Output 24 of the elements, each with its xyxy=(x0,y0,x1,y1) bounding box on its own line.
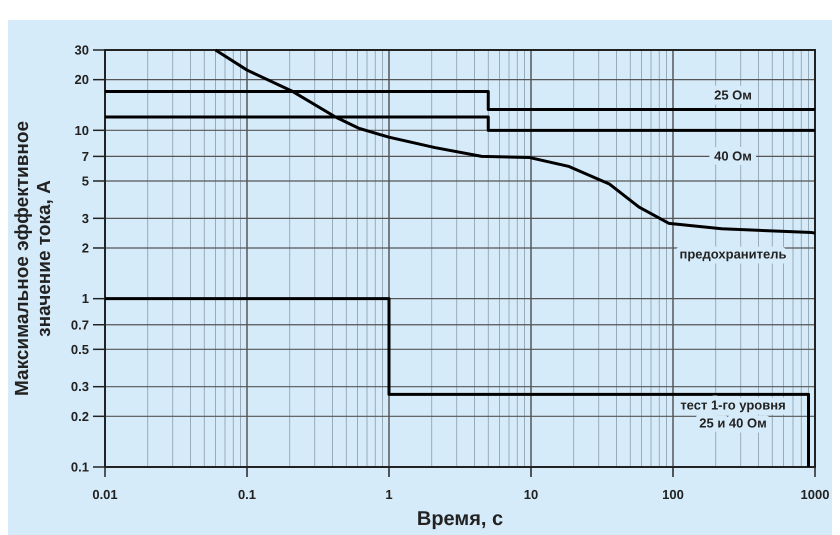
series-label: предохранитель xyxy=(680,246,786,262)
y-tick-label: 2 xyxy=(82,240,89,256)
y-tick-label: 10 xyxy=(74,122,89,138)
y-axis-title: Максимальное эффективное значение тока, А xyxy=(12,120,55,396)
y-tick-label: 0.1 xyxy=(70,460,89,475)
y-tick-label: 7 xyxy=(82,148,89,164)
x-tick-label: 1000 xyxy=(800,487,830,502)
x-tick-label: 1 xyxy=(385,487,393,502)
y-tick-label: 1 xyxy=(82,291,89,306)
series-label: 25 Ом xyxy=(714,87,752,102)
series-label: тест 1-го уровня 25 и 40 Ом xyxy=(680,397,786,430)
x-tick-label: 10 xyxy=(524,487,538,502)
x-tick-label: 0.1 xyxy=(238,487,256,502)
x-tick-label: 0.01 xyxy=(92,487,118,502)
y-tick-label: 0.5 xyxy=(70,342,89,357)
x-axis-title: Время, с xyxy=(416,508,504,530)
y-tick-label: 3 xyxy=(82,210,89,226)
y-tick-label: 0.2 xyxy=(70,408,89,424)
y-tick-label: 0.7 xyxy=(70,317,89,332)
y-tick-label: 5 xyxy=(82,174,89,189)
y-tick-label: 0.3 xyxy=(70,379,89,394)
y-tick-label: 30 xyxy=(74,42,89,58)
x-tick-label: 100 xyxy=(662,487,684,502)
y-tick-label: 20 xyxy=(74,72,89,88)
